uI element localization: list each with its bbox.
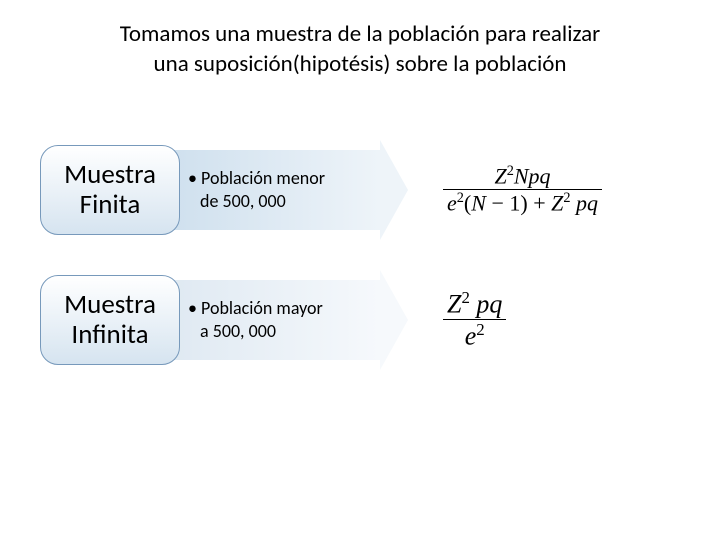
arrow-infinite: • Población mayor a 500, 000 <box>170 280 380 360</box>
badge-finite: Muestra Finita <box>40 145 180 235</box>
bullet-finite: • Población menor de 500, 000 <box>188 167 325 212</box>
badge-infinite-line1: Muestra <box>64 290 156 320</box>
badge-infinite: Muestra Infinita <box>40 275 180 365</box>
bullet-finite-line2: de 500, 000 <box>188 190 286 212</box>
arrow-head-infinite <box>380 270 408 370</box>
badge-finite-line2: Finita <box>80 190 141 220</box>
title-line2: una suposición(hipotésis) sobre la pobla… <box>154 50 567 78</box>
badge-infinite-line2: Infinita <box>71 320 148 350</box>
row-finite: Muestra Finita • Población menor de 500,… <box>40 140 680 240</box>
slide-title: Tomamos una muestra de la población para… <box>40 20 680 80</box>
title-line1: Tomamos una muestra de la población para… <box>120 20 600 48</box>
formula-finite: Z2Npq e2(N − 1) + Z2 pq <box>443 163 602 217</box>
bullet-infinite: • Población mayor a 500, 000 <box>188 297 323 342</box>
bullet-infinite-line2: a 500, 000 <box>188 320 276 342</box>
bullet-infinite-line1: • Población mayor <box>188 297 323 319</box>
row-infinite: Muestra Infinita • Población mayor a 500… <box>40 270 680 370</box>
arrow-head-finite <box>380 140 408 240</box>
formula-infinite: Z2 pq e2 <box>443 288 506 352</box>
badge-finite-line1: Muestra <box>64 160 156 190</box>
arrow-finite: • Población menor de 500, 000 <box>170 150 380 230</box>
bullet-finite-line1: • Población menor <box>188 167 325 189</box>
